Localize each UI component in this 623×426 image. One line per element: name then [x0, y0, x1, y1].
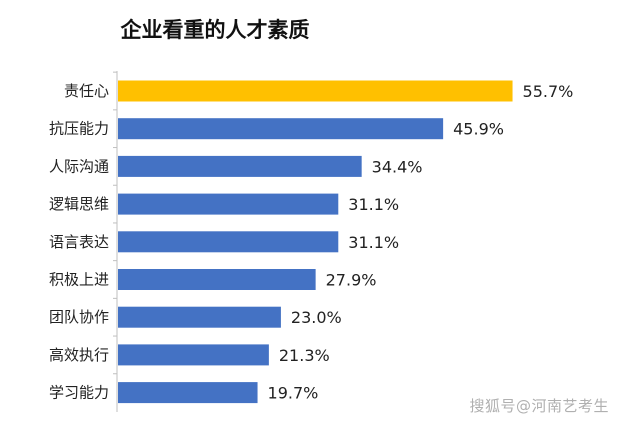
value-label: 31.1% — [348, 195, 399, 214]
value-label: 55.7% — [523, 82, 574, 101]
value-label: 19.7% — [268, 384, 319, 403]
bar-4 — [118, 231, 339, 253]
category-label: 积极上进 — [49, 271, 109, 289]
bar-2 — [118, 155, 362, 177]
bar-5 — [118, 269, 316, 290]
value-label: 34.4% — [372, 157, 423, 176]
category-label: 责任心 — [64, 82, 109, 100]
value-label: 27.9% — [326, 271, 377, 290]
bar-6 — [118, 306, 281, 328]
category-label: 抗压能力 — [49, 120, 109, 138]
category-label: 团队协作 — [49, 308, 109, 326]
bar-7 — [118, 344, 269, 366]
value-label: 31.1% — [348, 233, 399, 252]
category-label: 学习能力 — [49, 384, 109, 402]
value-label: 45.9% — [453, 120, 504, 139]
value-label: 23.0% — [291, 308, 342, 327]
bar-8 — [118, 382, 258, 404]
labels-layer: 责任心 55.7% 抗压能力 45.9% 人际沟通 34.4% 逻辑思维 31.1% 语言表达 3… — [49, 82, 573, 403]
category-label: 逻辑思维 — [49, 195, 109, 213]
axis-layer — [113, 71, 118, 412]
bar-0 — [118, 80, 513, 102]
watermark: 搜狐号@河南艺考生 — [469, 397, 609, 415]
value-label: 21.3% — [279, 346, 330, 365]
category-label: 人际沟通 — [49, 157, 109, 175]
bar-1 — [118, 118, 444, 140]
category-label: 高效执行 — [49, 346, 109, 364]
category-label: 语言表达 — [49, 233, 109, 251]
chart-title: 企业看重的人才素质 — [120, 18, 310, 42]
bar-3 — [118, 193, 339, 215]
bars-layer — [118, 80, 513, 404]
